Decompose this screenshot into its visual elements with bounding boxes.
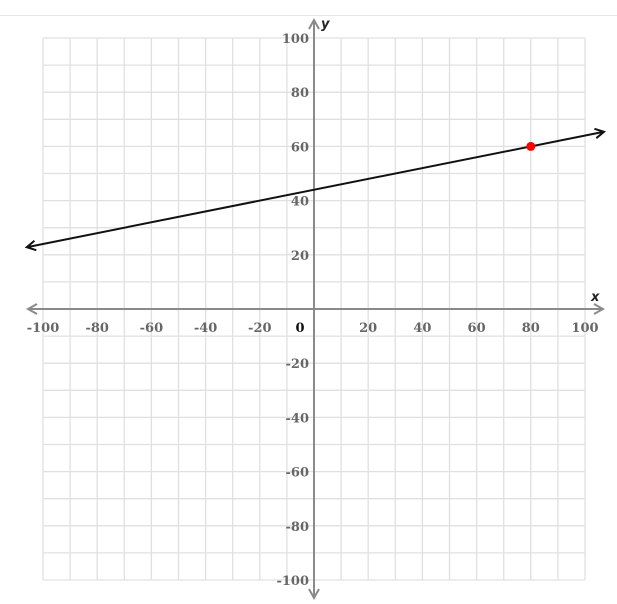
- y-tick-label: -20: [286, 357, 310, 372]
- line-left-arrow-icon: [24, 240, 37, 252]
- y-axis-bottom-arrow-icon: [308, 588, 320, 601]
- data-point: [526, 141, 536, 151]
- x-tick-label: -40: [194, 321, 218, 336]
- data-line: [26, 130, 605, 249]
- y-axis-top-arrow-icon: [308, 17, 320, 30]
- y-axis-label: y: [321, 17, 330, 32]
- y-tick-label: -80: [286, 520, 310, 535]
- y-tick-label: 80: [291, 86, 309, 101]
- y-tick-label: 40: [291, 195, 309, 210]
- x-axis-right-arrow-icon: [593, 303, 606, 315]
- x-tick-label: -80: [85, 321, 109, 336]
- y-tick-label: -40: [286, 411, 310, 426]
- x-tick-label: 100: [571, 321, 598, 336]
- x-axis-label: x: [590, 290, 600, 305]
- x-tick-label: 60: [468, 321, 486, 336]
- x-tick-label: 40: [413, 321, 431, 336]
- x-axis-left-arrow-icon: [25, 303, 38, 315]
- y-tick-label: 60: [291, 140, 309, 155]
- y-tick-label: 20: [291, 249, 309, 264]
- line-right-arrow-icon: [594, 127, 607, 139]
- top-divider: [0, 15, 617, 16]
- x-tick-label: -100: [27, 321, 60, 336]
- x-tick-label: -20: [248, 321, 272, 336]
- y-tick-label: 100: [282, 32, 309, 47]
- x-tick-label: 80: [522, 321, 540, 336]
- y-tick-label: -100: [276, 574, 309, 589]
- x-tick-label: -60: [140, 321, 164, 336]
- x-tick-label: 20: [359, 321, 377, 336]
- x-tick-label: 0: [295, 321, 304, 336]
- y-tick-label: -60: [286, 466, 310, 481]
